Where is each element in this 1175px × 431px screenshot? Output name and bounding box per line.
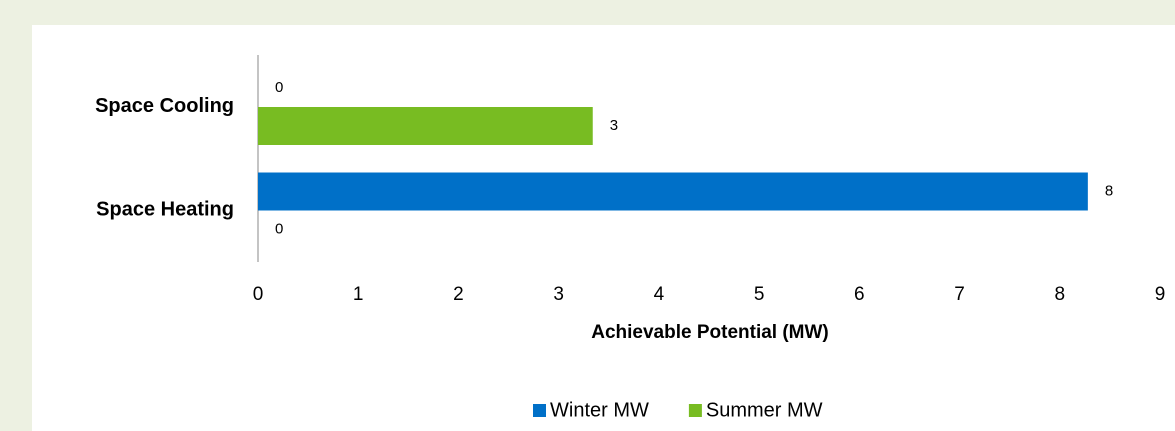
legend-label: Summer MW — [706, 399, 823, 421]
x-axis-title: Achievable Potential (MW) — [591, 322, 829, 343]
chart-panel — [32, 25, 1175, 431]
data-label: 0 — [275, 79, 283, 96]
data-label: 8 — [1105, 182, 1113, 199]
data-label: 0 — [275, 220, 283, 237]
x-tick-label: 8 — [1054, 284, 1065, 305]
x-tick-label: 1 — [353, 284, 364, 305]
x-tick-label: 0 — [253, 284, 264, 305]
bar — [258, 172, 1088, 211]
category-label: Space Heating — [96, 199, 234, 221]
x-tick-label: 5 — [754, 284, 765, 305]
data-label: 3 — [610, 117, 618, 134]
legend-swatch — [533, 404, 546, 417]
x-tick-label: 9 — [1155, 284, 1166, 305]
legend-label: Winter MW — [550, 399, 649, 421]
x-tick-label: 6 — [854, 284, 865, 305]
legend-swatch — [688, 404, 702, 417]
category-label: Space Cooling — [95, 95, 234, 117]
x-tick-label: 3 — [553, 284, 564, 305]
x-tick-label: 2 — [453, 284, 464, 305]
bar — [258, 107, 593, 145]
x-tick-label: 7 — [954, 284, 965, 305]
x-tick-label: 4 — [654, 284, 665, 305]
